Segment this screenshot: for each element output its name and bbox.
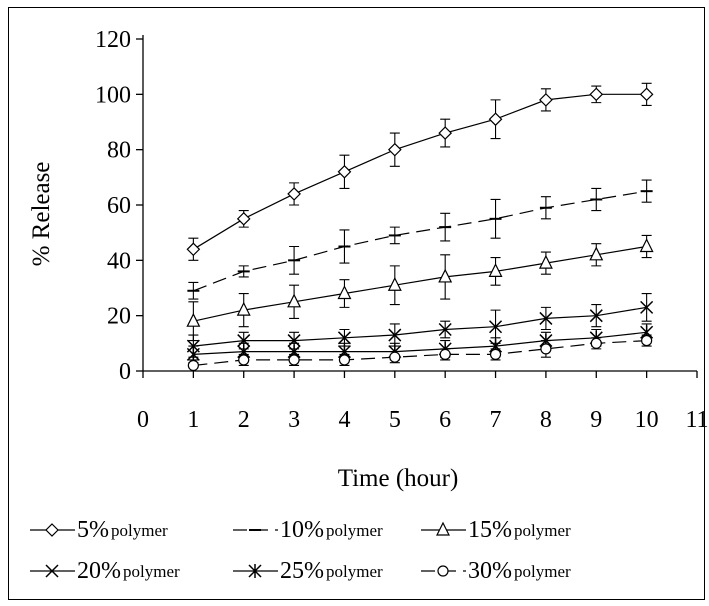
data-point bbox=[287, 334, 301, 348]
x-tick-label: 4 bbox=[338, 407, 350, 433]
series-line bbox=[193, 93, 647, 250]
series-line bbox=[193, 245, 647, 322]
data-point bbox=[287, 293, 302, 308]
legend-label: 25% bbox=[280, 558, 324, 584]
data-point bbox=[288, 354, 300, 366]
legend-label-suffix: polymer bbox=[111, 521, 168, 540]
y-tick-label: 20 bbox=[107, 304, 131, 330]
legend-marker bbox=[436, 521, 450, 536]
series-line bbox=[193, 190, 647, 292]
data-point bbox=[488, 263, 503, 277]
x-tick-label: 1 bbox=[187, 407, 199, 433]
data-point bbox=[489, 320, 503, 334]
legend-item-5: 30% polymer bbox=[421, 558, 571, 584]
data-point bbox=[438, 268, 453, 283]
data-point bbox=[641, 334, 653, 347]
series-5 bbox=[187, 334, 653, 372]
series-line bbox=[193, 331, 647, 355]
data-point bbox=[538, 254, 553, 269]
data-point bbox=[640, 300, 654, 314]
data-point bbox=[539, 311, 553, 325]
y-tick-label: 80 bbox=[107, 138, 131, 164]
data-point bbox=[186, 242, 201, 257]
legend-label: 5% bbox=[77, 517, 109, 543]
data-point bbox=[337, 164, 352, 179]
data-point bbox=[187, 359, 199, 372]
legend-label: 15% bbox=[468, 517, 512, 543]
data-point bbox=[236, 301, 251, 316]
legend-marker bbox=[45, 564, 59, 578]
legend-label-suffix: polymer bbox=[514, 562, 571, 581]
series-layer bbox=[186, 82, 654, 372]
axes: 0 20 40 60 80 100 120 0 1 2 3 4 5 6 7 8 9 10 11 bbox=[95, 27, 709, 433]
legend-item-1: 10% polymer bbox=[233, 517, 383, 543]
x-axis-title: Time (hour) bbox=[338, 465, 459, 492]
data-point bbox=[186, 312, 201, 327]
x-tick-label: 11 bbox=[685, 407, 708, 433]
series-1 bbox=[187, 179, 653, 300]
data-point bbox=[389, 351, 401, 363]
data-point bbox=[387, 276, 402, 291]
legend-item-3: 20% polymer bbox=[30, 558, 180, 584]
x-tick-label: 5 bbox=[389, 407, 401, 433]
x-tick-label: 6 bbox=[439, 407, 451, 433]
legend-label-suffix: polymer bbox=[123, 562, 180, 581]
data-point bbox=[236, 211, 251, 226]
legend-label: 10% bbox=[280, 517, 324, 543]
legend-item-2: 15% polymer bbox=[421, 517, 571, 543]
data-point bbox=[488, 112, 503, 127]
legend-marker bbox=[45, 523, 59, 537]
y-tick-label: 60 bbox=[107, 193, 131, 219]
chart-frame bbox=[8, 7, 705, 600]
y-axis-title: % Release bbox=[28, 162, 55, 267]
data-point bbox=[438, 126, 453, 140]
legend-item-0: 5% polymer bbox=[30, 517, 168, 543]
legend-label: 20% bbox=[77, 558, 121, 584]
data-point bbox=[287, 187, 301, 201]
data-point bbox=[338, 354, 351, 366]
series-line bbox=[193, 340, 647, 367]
data-point bbox=[439, 348, 451, 360]
x-tick-label: 0 bbox=[137, 407, 149, 433]
x-tick-label: 3 bbox=[288, 407, 300, 433]
legend-marker bbox=[248, 564, 262, 578]
x-tick-label: 2 bbox=[238, 407, 250, 433]
y-tick-label: 120 bbox=[95, 27, 131, 53]
data-point bbox=[590, 337, 602, 349]
x-tick-label: 10 bbox=[635, 407, 659, 433]
data-point bbox=[337, 285, 352, 300]
data-point bbox=[388, 328, 402, 342]
data-point bbox=[489, 348, 502, 360]
x-tick-label: 8 bbox=[540, 407, 552, 433]
y-tick-label: 0 bbox=[119, 359, 131, 385]
data-point bbox=[186, 347, 200, 362]
legend-marker bbox=[437, 565, 449, 577]
data-point bbox=[540, 343, 552, 355]
series-line bbox=[193, 306, 647, 347]
data-point bbox=[589, 246, 604, 261]
data-point bbox=[238, 354, 250, 366]
series-2 bbox=[186, 234, 654, 342]
x-tick-label: 7 bbox=[490, 407, 502, 433]
legend-item-4: 25% polymer bbox=[233, 558, 383, 584]
data-point bbox=[639, 87, 654, 102]
data-point bbox=[237, 334, 251, 348]
y-tick-label: 40 bbox=[107, 248, 131, 274]
legend-label-suffix: polymer bbox=[514, 521, 571, 540]
data-point bbox=[639, 238, 654, 253]
data-point bbox=[589, 87, 604, 102]
data-point bbox=[387, 142, 402, 157]
data-point bbox=[539, 93, 553, 107]
data-point bbox=[589, 309, 603, 323]
series-0 bbox=[186, 82, 654, 261]
data-point bbox=[438, 322, 452, 337]
x-tick-label: 9 bbox=[590, 407, 602, 433]
legend-label: 30% bbox=[468, 558, 512, 584]
legend-label-suffix: polymer bbox=[326, 562, 383, 581]
legend-label-suffix: polymer bbox=[326, 521, 383, 540]
data-point bbox=[337, 331, 351, 345]
y-tick-label: 100 bbox=[95, 82, 131, 108]
